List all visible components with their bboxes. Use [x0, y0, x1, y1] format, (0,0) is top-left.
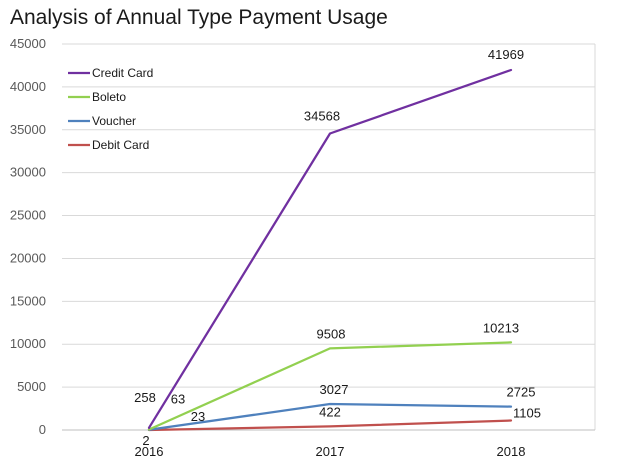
data-label: 3027 — [320, 382, 349, 397]
y-tick-label: 30000 — [10, 165, 46, 180]
gridlines — [62, 43, 596, 430]
data-label: 1105 — [513, 406, 541, 421]
x-tick-label: 2017 — [316, 444, 345, 459]
data-label: 41969 — [488, 47, 524, 62]
data-label: 63 — [171, 391, 185, 406]
data-label: 422 — [319, 404, 341, 419]
legend-label: Debit Card — [92, 138, 149, 152]
legend-label: Boleto — [92, 90, 126, 104]
y-tick-label: 20000 — [10, 250, 46, 265]
y-tick-label: 45000 — [10, 36, 46, 51]
y-tick-label: 25000 — [10, 208, 46, 223]
data-label: 23 — [191, 409, 205, 424]
data-label: 10213 — [483, 320, 519, 335]
data-label: 34568 — [304, 108, 340, 123]
legend-label: Voucher — [92, 114, 136, 128]
legend-label: Credit Card — [92, 66, 153, 80]
legend: Credit Card Boleto Voucher Debit Card — [68, 66, 153, 152]
data-labels: 258 34568 41969 63 9508 10213 23 3027 2725 2 422 11… — [134, 47, 541, 448]
data-label: 9508 — [317, 326, 346, 341]
chart-title: Analysis of Annual Type Payment Usage — [10, 6, 388, 29]
series-lines — [147, 68, 513, 432]
data-label: 2725 — [507, 385, 536, 400]
series-line-debit-card — [147, 419, 513, 432]
axes: 0 5000 10000 15000 20000 25000 30000 35000 40000… — [10, 36, 595, 459]
y-tick-label: 0 — [39, 422, 46, 437]
y-tick-label: 10000 — [10, 336, 46, 351]
y-tick-label: 35000 — [10, 122, 46, 137]
series-line-voucher — [147, 402, 513, 431]
y-tick-label: 5000 — [17, 379, 46, 394]
series-line-credit-card — [147, 68, 513, 429]
data-label: 258 — [134, 390, 156, 405]
y-tick-label: 15000 — [10, 293, 46, 308]
series-line-boleto — [147, 341, 513, 431]
y-tick-label: 40000 — [10, 79, 46, 94]
x-tick-label: 2018 — [497, 444, 526, 459]
data-label: 2 — [142, 433, 149, 448]
x-tick-label: 2016 — [135, 444, 164, 459]
